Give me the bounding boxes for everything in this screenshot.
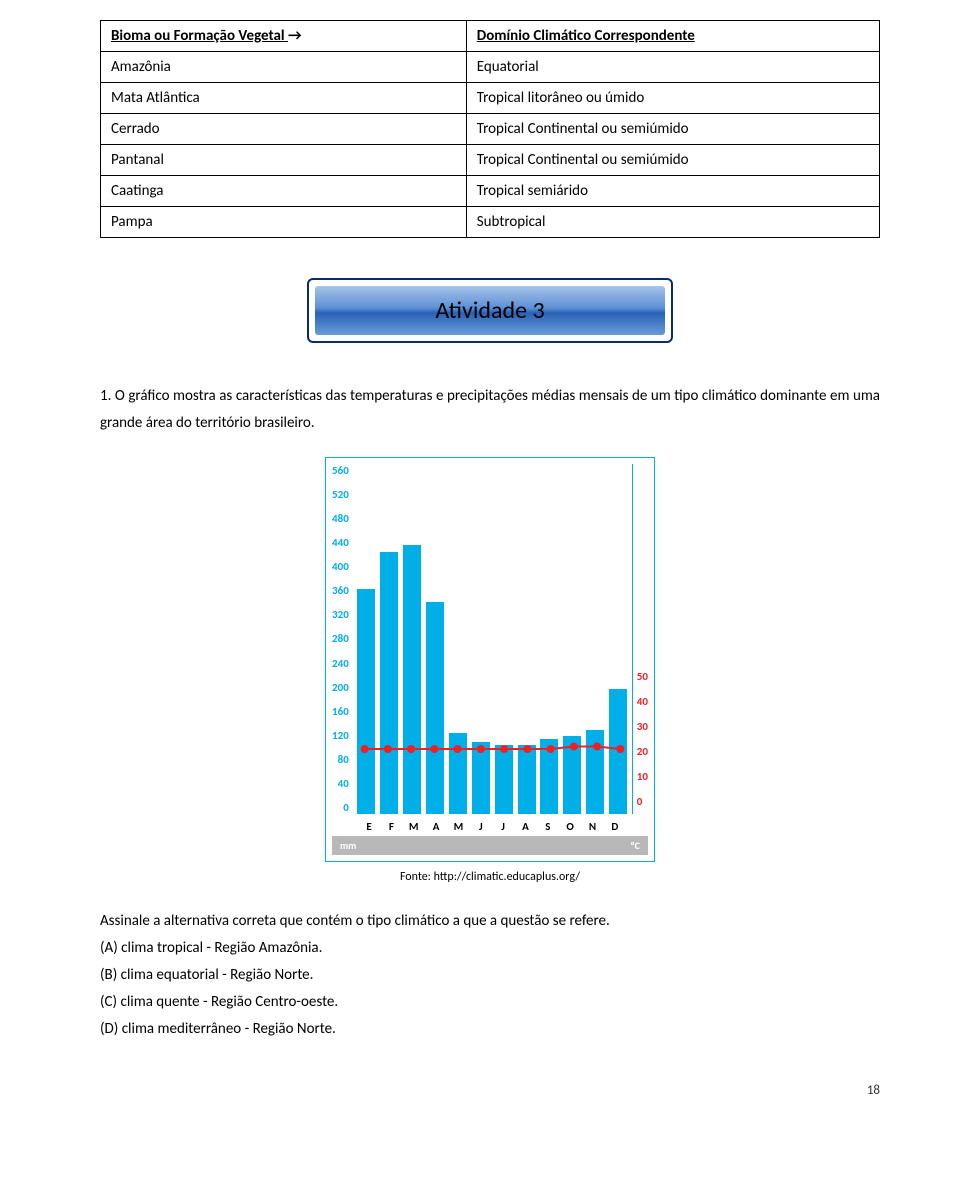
month-label: M [405,820,423,833]
y-axis-right: 50403020100 [633,464,648,814]
bar [609,689,627,814]
month-label: J [472,820,490,833]
bar [357,589,375,814]
unit-right: ºC [630,839,640,852]
bar [518,745,536,814]
bar [495,745,513,814]
page-number: 18 [100,1083,880,1098]
table-header-left: Bioma ou Formação Vegetal → [101,21,467,52]
bar [380,552,398,815]
table-row: CerradoTropical Continental ou semiúmido [101,114,880,145]
month-label: S [539,820,557,833]
table-row: Mata AtlânticaTropical litorâneo ou úmid… [101,83,880,114]
y-axis-left: 5605204804404003603202802402001601208040… [332,464,353,814]
activity-heading: Atividade 3 [100,278,880,343]
table-row: PantanalTropical Continental ou semiúmid… [101,145,880,176]
activity-title: Atividade 3 [315,286,664,335]
biome-table: Bioma ou Formação Vegetal → Domínio Clim… [100,20,880,238]
answer-a: (A) clima tropical - Região Amazônia. [100,935,880,962]
climate-chart: 5605204804404003603202802402001601208040… [325,457,655,862]
chart-plot-area [353,464,633,814]
bar [449,733,467,814]
month-label: A [516,820,534,833]
source-label: Fonte: http://climatic.educaplus.org/ [100,870,880,884]
month-label: D [606,820,624,833]
month-label: O [561,820,579,833]
axis-units: mm ºC [332,836,648,855]
answer-b: (B) clima equatorial - Região Norte. [100,962,880,989]
x-axis: EFMAMJJASOND [332,814,648,833]
question-text: 1. O gráfico mostra as características d… [100,383,880,437]
bar [563,736,581,814]
month-label: J [494,820,512,833]
month-label: M [449,820,467,833]
table-header-right: Domínio Climático Correspondente [466,21,879,52]
unit-left: mm [340,839,356,852]
table-row: AmazôniaEquatorial [101,52,880,83]
bar [540,739,558,814]
month-label: E [360,820,378,833]
bar [403,545,421,814]
table-row: PampaSubtropical [101,207,880,238]
answer-c: (C) clima quente - Região Centro-oeste. [100,989,880,1016]
bar [472,742,490,814]
bar [586,730,604,814]
month-label: F [382,820,400,833]
month-label: A [427,820,445,833]
answer-d: (D) clima mediterrâneo - Região Norte. [100,1016,880,1043]
answers-intro: Assinale a alternativa correta que conté… [100,908,880,935]
month-label: N [583,820,601,833]
bar [426,602,444,815]
answers-block: Assinale a alternativa correta que conté… [100,908,880,1043]
table-row: CaatingaTropical semiárido [101,176,880,207]
arrow-icon: → [288,27,302,45]
